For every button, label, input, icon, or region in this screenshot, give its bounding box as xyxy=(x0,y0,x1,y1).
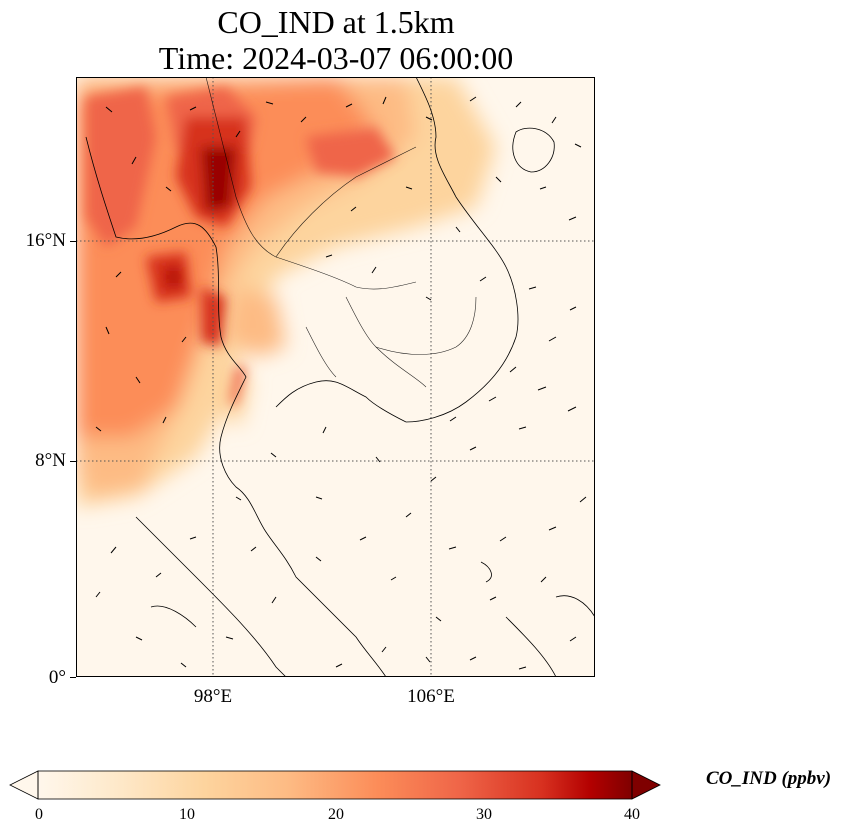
map-title: CO_IND at 1.5km xyxy=(217,4,455,40)
colorbar-tick: 10 xyxy=(179,806,195,823)
lat-tick-mark xyxy=(70,241,76,242)
lon-tick-106e: 106°E xyxy=(407,686,455,707)
colorbar xyxy=(9,770,661,800)
map-border xyxy=(76,77,595,677)
lat-tick-16n: 16°N xyxy=(25,230,66,251)
colorbar-gradient xyxy=(38,771,632,799)
colorbar-tick: 30 xyxy=(476,806,492,823)
colorbar-min-extend xyxy=(9,770,39,800)
map-panel xyxy=(76,77,595,677)
colorbar-tick: 40 xyxy=(624,806,640,823)
lat-tick-mark xyxy=(70,461,76,462)
gridlines xyxy=(76,77,595,677)
colorbar-label: CO_IND (ppbv) xyxy=(706,768,832,789)
co-concentration-map xyxy=(76,77,595,677)
colorbar-tick: 20 xyxy=(328,806,344,823)
wind-vectors xyxy=(95,96,587,670)
colorbar-tick: 0 xyxy=(35,806,43,823)
map-subtitle-time: Time: 2024-03-07 06:00:00 xyxy=(158,40,514,76)
lat-tick-8n: 8°N xyxy=(35,450,66,471)
co-plume-core xyxy=(86,87,396,407)
colorbar-max-extend xyxy=(631,770,661,800)
lat-tick-0: 0° xyxy=(48,667,66,688)
lat-tick-mark xyxy=(70,677,76,678)
coastlines xyxy=(85,77,595,677)
lon-tick-98e: 98°E xyxy=(193,686,233,707)
country-borders xyxy=(205,77,477,388)
